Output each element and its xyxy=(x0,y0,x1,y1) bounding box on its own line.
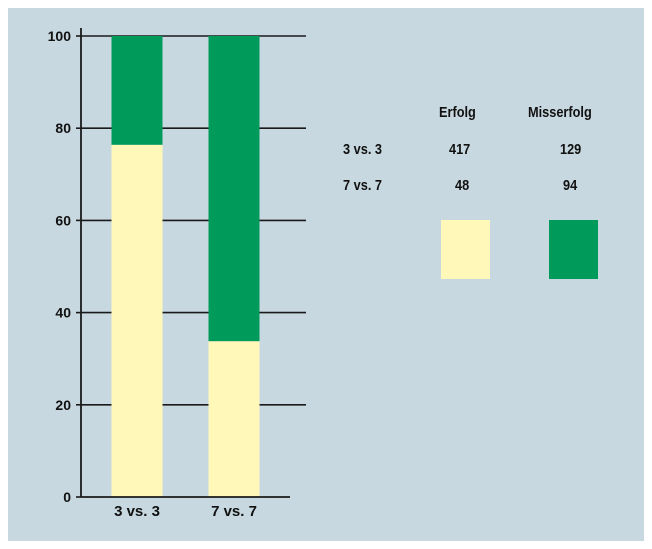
bar-7vs7-misserfolg xyxy=(208,36,260,342)
stacked-bar-chart: 0 20 40 60 80 100 3 vs. 3 7 vs. 7 xyxy=(48,28,306,520)
y-tick-label-40: 40 xyxy=(55,305,71,321)
y-tick-label-80: 80 xyxy=(55,120,71,136)
table-cell-3vs3-erfolg: 417 xyxy=(449,141,471,158)
bar-3vs3-misserfolg xyxy=(111,36,163,145)
legend-swatch-misserfolg xyxy=(549,220,598,279)
table-cell-7vs7-misserfolg: 94 xyxy=(563,177,578,194)
y-tick-label-20: 20 xyxy=(55,397,71,413)
table-row-label-7vs7: 7 vs. 7 xyxy=(343,177,382,194)
table-header-misserfolg: Misserfolg xyxy=(528,104,592,121)
x-category-label-7vs7: 7 vs. 7 xyxy=(211,503,257,520)
table-row-label-3vs3: 3 vs. 3 xyxy=(343,141,382,158)
table-cell-7vs7-erfolg: 48 xyxy=(455,177,470,194)
bar-7vs7-erfolg xyxy=(208,341,260,497)
bar-3vs3-erfolg xyxy=(111,144,163,497)
table-cell-3vs3-misserfolg: 129 xyxy=(560,141,582,158)
table-header-erfolg: Erfolg xyxy=(439,104,476,121)
x-category-label-3vs3: 3 vs. 3 xyxy=(114,503,160,520)
y-tick-label-100: 100 xyxy=(48,28,72,44)
legend-swatch-erfolg xyxy=(441,220,490,279)
y-tick-label-60: 60 xyxy=(55,212,71,228)
chart-panel: 0 20 40 60 80 100 3 vs. 3 7 vs. 7 Erfolg Misser… xyxy=(8,8,644,541)
y-tick-label-0: 0 xyxy=(63,489,71,505)
